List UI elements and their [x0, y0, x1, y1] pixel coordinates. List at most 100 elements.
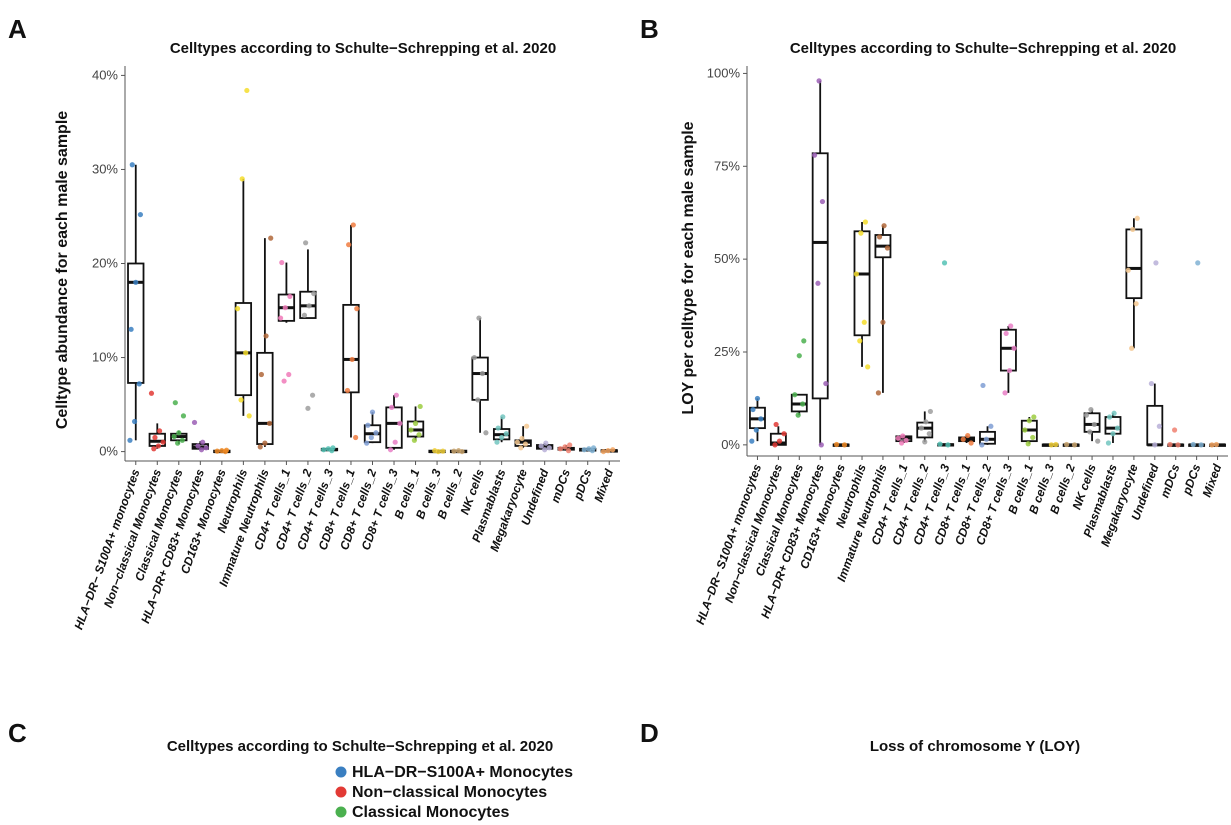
legend-label: Classical Monocytes	[352, 804, 510, 821]
data-point	[862, 219, 869, 225]
data-point	[1087, 429, 1093, 435]
y-tick-label: 0%	[721, 437, 740, 452]
y-tick-label: 20%	[92, 256, 118, 271]
chart-a-boxes	[127, 87, 618, 455]
data-point	[321, 447, 327, 453]
box-group	[213, 447, 231, 455]
data-point	[1064, 441, 1070, 448]
data-point	[483, 430, 489, 436]
data-point	[753, 427, 759, 433]
legend-swatch	[335, 806, 347, 818]
data-point	[1053, 441, 1059, 448]
data-point	[393, 392, 399, 398]
data-point	[605, 448, 611, 454]
box-group	[1104, 410, 1122, 446]
panel-letter-b: B	[640, 14, 659, 44]
data-point	[1006, 367, 1013, 374]
data-point	[1030, 434, 1036, 441]
box-group	[1020, 414, 1038, 447]
data-point	[922, 439, 928, 445]
data-point	[476, 315, 482, 321]
data-point	[519, 435, 525, 442]
y-tick-label: 30%	[92, 161, 118, 176]
data-point	[968, 440, 974, 446]
box-group	[514, 423, 532, 451]
data-point	[1025, 441, 1031, 447]
data-point	[1083, 412, 1090, 418]
data-point	[800, 401, 806, 407]
panel-c: Celltypes according to Schulte−Schreppin…	[167, 738, 573, 821]
data-point	[1071, 442, 1078, 448]
box-group	[406, 403, 425, 443]
panel-d-title: Loss of chromosome Y (LOY)	[870, 738, 1080, 755]
data-point	[795, 412, 801, 418]
data-point	[754, 395, 761, 402]
data-point	[234, 306, 241, 312]
data-point	[857, 338, 863, 344]
data-point	[542, 447, 548, 453]
box-group	[1167, 427, 1185, 448]
box-group	[999, 323, 1017, 396]
data-point	[129, 162, 135, 168]
data-point	[128, 326, 134, 332]
data-point	[171, 433, 177, 440]
data-point	[301, 312, 308, 318]
data-point	[538, 443, 544, 449]
data-point	[918, 425, 924, 431]
data-point	[1110, 431, 1116, 437]
box-group	[1041, 441, 1059, 448]
box-group	[428, 448, 446, 455]
data-point	[923, 419, 929, 425]
data-point	[884, 245, 891, 251]
data-point	[151, 446, 157, 452]
data-point	[503, 431, 509, 437]
data-point	[389, 404, 395, 410]
data-point	[223, 447, 230, 453]
chart-b: Celltypes according to Schulte−Schreppin…	[680, 40, 1228, 627]
data-point	[565, 448, 572, 454]
box-iqr	[1125, 228, 1143, 300]
data-point	[349, 356, 355, 363]
data-point	[1088, 406, 1094, 413]
data-point	[586, 446, 592, 452]
panel-letter-d: D	[640, 718, 659, 748]
data-point	[1156, 423, 1162, 429]
data-point	[471, 354, 477, 361]
data-point	[244, 87, 250, 94]
data-point	[1209, 442, 1215, 448]
data-point	[411, 437, 417, 443]
y-tick-label: 25%	[714, 344, 740, 359]
y-tick-label: 40%	[92, 67, 118, 82]
data-point	[937, 441, 943, 447]
box-group	[579, 445, 597, 454]
data-point	[263, 333, 269, 339]
box-group	[191, 419, 209, 453]
y-tick-label: 50%	[714, 251, 740, 266]
box-group	[853, 219, 871, 370]
chart-b-title: Celltypes according to Schulte−Schreppin…	[790, 40, 1176, 57]
data-point	[895, 435, 901, 441]
data-point	[1002, 390, 1008, 396]
data-point	[557, 446, 563, 452]
box-iqr	[769, 432, 787, 446]
data-point	[239, 176, 245, 182]
data-point	[278, 315, 284, 321]
y-tick-label: 10%	[92, 350, 118, 365]
data-point	[1153, 260, 1159, 266]
data-point	[1003, 330, 1009, 337]
data-point	[941, 260, 948, 266]
data-point	[858, 230, 864, 236]
data-point	[1213, 441, 1220, 448]
data-point	[514, 439, 520, 445]
data-point	[306, 303, 312, 309]
data-point	[353, 434, 359, 441]
data-point	[960, 436, 966, 442]
panel-c-legend: HLA−DR−S100A+ Monocytes Non−classical Mon…	[335, 764, 573, 821]
data-point	[325, 446, 331, 452]
data-point	[179, 437, 185, 443]
data-point	[880, 319, 886, 325]
data-point	[219, 448, 225, 454]
data-point	[203, 445, 209, 451]
data-point	[281, 378, 287, 384]
data-point	[1022, 427, 1028, 433]
